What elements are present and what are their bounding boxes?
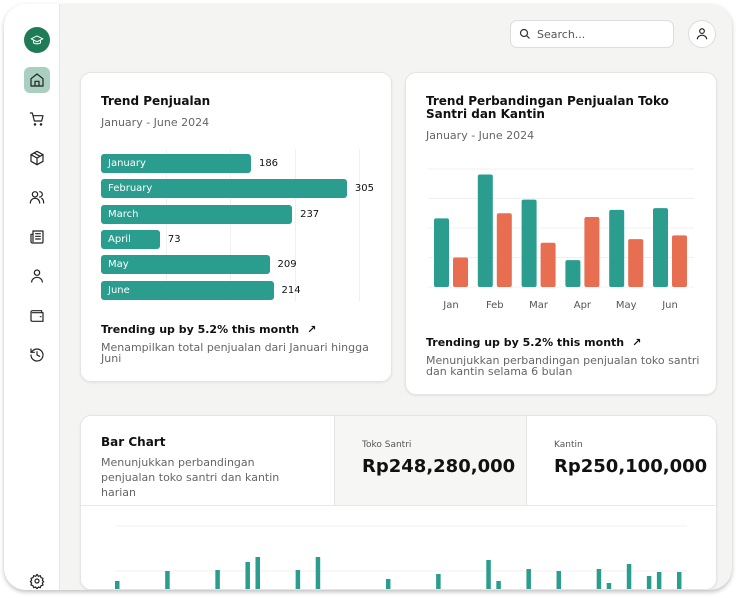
search-icon: [519, 28, 530, 39]
trending-up-icon: ↗: [632, 336, 642, 349]
users-icon[interactable]: [24, 184, 50, 210]
card-subtitle: January - June 2024: [101, 116, 210, 129]
card-description: Menampilkan total penjualan dari Januari…: [101, 341, 369, 365]
stat-toko-santri[interactable]: Toko Santri Rp248,280,000: [334, 416, 526, 505]
settings-icon[interactable]: [24, 568, 50, 590]
bar-april[interactable]: April: [101, 229, 160, 249]
daily-bar[interactable]: [165, 571, 170, 589]
x-tick-label: Jan: [442, 300, 458, 311]
gridline: [230, 149, 231, 301]
cart-icon[interactable]: [24, 106, 50, 132]
stat-label: Kantin: [554, 440, 583, 450]
x-tick-label: Mar: [529, 300, 549, 311]
daily-bar[interactable]: [496, 581, 501, 589]
card-title: Trend Perbandingan Penjualan Toko Santri…: [426, 94, 669, 121]
daily-bar[interactable]: [606, 583, 612, 589]
trend-penjualan-card: Trend Penjualan January - June 2024 Janu…: [80, 72, 392, 382]
trending-up-icon: ↗: [307, 323, 317, 336]
daily-bar-chart-card: Bar Chart Menunjukkan perbandingan penju…: [80, 415, 717, 590]
card-subtitle: January - June 2024: [426, 129, 535, 142]
search-placeholder: Search...: [537, 27, 586, 41]
stat-kantin[interactable]: Kantin Rp250,100,000: [526, 416, 716, 505]
bar-february[interactable]: February: [101, 179, 347, 199]
trend-perbandingan-card: Trend Perbandingan Penjualan Toko Santri…: [405, 72, 717, 395]
bar-value-label: 237: [300, 208, 320, 220]
history-icon[interactable]: [24, 342, 50, 368]
daily-bar[interactable]: [385, 579, 391, 589]
bar-feb-santri[interactable]: [477, 174, 493, 287]
bar-value-label: 305: [354, 183, 374, 195]
trend-label: Trending up by 5.2% this month: [101, 323, 300, 336]
bar-chart-header: Bar Chart Menunjukkan perbandingan penju…: [81, 416, 334, 505]
bar-value-label: 214: [281, 284, 301, 296]
comparison-bar-chart: Jan Feb Mar Apr May Jun: [428, 168, 694, 311]
sidebar: [4, 4, 60, 590]
daily-bar[interactable]: [215, 570, 220, 589]
package-icon[interactable]: [24, 145, 50, 171]
user-icon: [696, 28, 708, 40]
stat-value: Rp248,280,000: [362, 456, 516, 477]
app-window: Search... Trend Penjualan January - June…: [4, 4, 732, 590]
horizontal-bar-chart: January 186 February 305 March 237 April 73 May 2…: [81, 149, 393, 301]
user-avatar-button[interactable]: [688, 20, 716, 48]
bar-apr-kantin[interactable]: [584, 216, 600, 287]
bar-mar-kantin[interactable]: [540, 242, 556, 287]
bar-may[interactable]: May: [101, 255, 270, 275]
bar-march[interactable]: March: [101, 204, 293, 224]
daily-bar[interactable]: [526, 569, 531, 589]
card-description: Menunjukkan perbandingan penjualan toko …: [101, 456, 280, 499]
bar-jun-santri[interactable]: [653, 208, 668, 287]
daily-bar[interactable]: [596, 569, 602, 589]
stat-label: Toko Santri: [362, 440, 412, 450]
daily-bar[interactable]: [556, 571, 562, 589]
bar-jun-kantin[interactable]: [672, 235, 687, 287]
bar-mar-santri[interactable]: [521, 199, 537, 287]
bar-january[interactable]: January: [101, 154, 251, 173]
daily-bar[interactable]: [295, 570, 301, 589]
gridline: [359, 149, 360, 301]
gridline: [165, 149, 167, 301]
bar-jan-santri[interactable]: [434, 218, 449, 287]
daily-bar[interactable]: [115, 581, 120, 589]
x-tick-label: May: [616, 300, 637, 311]
bar-value-label: 209: [277, 259, 297, 271]
x-tick-label: Apr: [574, 300, 592, 311]
daily-bar[interactable]: [486, 560, 491, 589]
gridline: [294, 149, 296, 301]
divider: [81, 505, 716, 506]
x-tick-label: Jun: [661, 300, 678, 311]
daily-bar[interactable]: [436, 574, 441, 589]
trend-text: Trending up by 5.2% this month ↗: [426, 336, 706, 349]
bar-may-santri[interactable]: [609, 209, 625, 287]
wallet-icon[interactable]: [24, 303, 50, 329]
stat-value: Rp250,100,000: [554, 456, 708, 477]
daily-bar[interactable]: [656, 572, 662, 589]
daily-bar[interactable]: [676, 572, 682, 589]
home-icon[interactable]: [24, 67, 50, 93]
daily-bar[interactable]: [245, 562, 250, 589]
logo-graduation-cap-icon[interactable]: [24, 27, 50, 53]
bar-may-kantin[interactable]: [628, 239, 644, 287]
daily-bar[interactable]: [626, 564, 632, 589]
bar-apr-santri[interactable]: [565, 260, 581, 287]
bar-june[interactable]: June: [101, 280, 274, 300]
card-title: Trend Penjualan: [101, 94, 211, 108]
card-title: Bar Chart: [101, 435, 166, 449]
search-input[interactable]: Search...: [510, 20, 674, 48]
daily-bar[interactable]: [646, 576, 652, 589]
user-icon[interactable]: [24, 263, 50, 289]
card-description: Menunjukkan perbandingan penjualan toko …: [426, 354, 700, 378]
bar-jan-kantin[interactable]: [453, 257, 468, 288]
daily-bar[interactable]: [315, 557, 321, 589]
bar-feb-kantin[interactable]: [496, 213, 512, 287]
daily-bar-chart: [115, 525, 687, 589]
newspaper-icon[interactable]: [24, 224, 50, 250]
daily-bar[interactable]: [255, 557, 260, 589]
bar-value-label: 186: [258, 158, 279, 169]
bar-value-label: 73: [167, 233, 181, 245]
x-tick-label: Feb: [486, 300, 504, 311]
trend-label: Trending up by 5.2% this month: [426, 336, 625, 349]
trend-text: Trending up by 5.2% this month ↗: [101, 323, 371, 336]
